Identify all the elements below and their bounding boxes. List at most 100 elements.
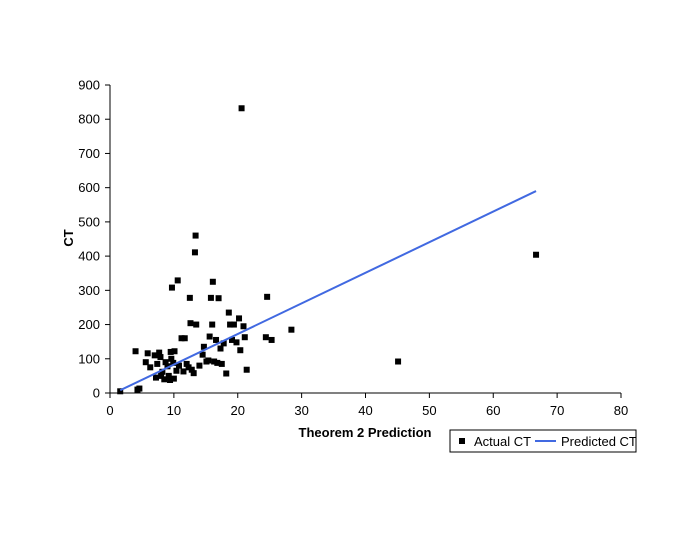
data-point	[168, 355, 175, 362]
data-point	[196, 362, 203, 369]
data-point	[117, 388, 124, 395]
data-point	[187, 320, 194, 327]
data-point	[175, 362, 182, 369]
data-point	[180, 368, 187, 375]
data-point	[217, 345, 224, 352]
data-point	[156, 349, 163, 356]
data-point	[233, 339, 240, 346]
data-point	[164, 363, 171, 370]
data-point	[162, 359, 169, 366]
data-point	[262, 334, 269, 341]
data-point	[236, 315, 243, 322]
data-point	[191, 249, 198, 256]
data-point	[225, 309, 232, 316]
y-tick-label: 600	[78, 180, 100, 195]
data-point	[183, 360, 190, 367]
data-point	[207, 294, 214, 301]
data-point	[218, 360, 225, 367]
data-point	[209, 321, 216, 328]
data-point	[167, 348, 174, 355]
data-point	[171, 348, 178, 355]
y-tick-label: 100	[78, 351, 100, 366]
data-point	[178, 335, 185, 342]
x-axis-ticks: 0 10 20 30 40 50 60 70 80	[106, 393, 628, 418]
scatter-points	[117, 105, 540, 395]
data-point	[200, 343, 207, 350]
y-tick-label: 900	[78, 78, 100, 93]
data-point	[237, 347, 244, 354]
data-point	[142, 359, 149, 366]
y-axis-title: CT	[61, 229, 76, 246]
data-point	[211, 358, 218, 365]
data-point	[174, 277, 181, 284]
data-point	[264, 293, 271, 300]
data-point	[185, 364, 192, 371]
data-point	[168, 284, 175, 291]
x-tick-label: 40	[358, 403, 372, 418]
data-point	[154, 360, 161, 367]
data-point	[173, 367, 180, 374]
x-tick-label: 10	[167, 403, 181, 418]
y-axis-ticks: 0 100 200 300 400 500 600 700 800 900	[78, 78, 110, 401]
x-tick-label: 60	[486, 403, 500, 418]
data-point	[223, 370, 230, 377]
x-tick-label: 0	[106, 403, 113, 418]
x-tick-label: 30	[294, 403, 308, 418]
data-point	[209, 278, 216, 285]
y-tick-label: 800	[78, 112, 100, 127]
data-point	[241, 334, 248, 341]
data-point	[243, 366, 250, 373]
data-point	[144, 350, 151, 357]
y-tick-label: 300	[78, 283, 100, 298]
legend-marker-actual	[459, 438, 465, 444]
x-tick-label: 70	[550, 403, 564, 418]
data-point	[192, 232, 199, 239]
data-point	[132, 348, 139, 355]
data-point	[170, 359, 177, 366]
data-point	[152, 374, 159, 381]
legend: Actual CT Predicted CT	[449, 429, 637, 453]
data-point	[214, 359, 221, 366]
y-tick-label: 400	[78, 249, 100, 264]
data-point	[158, 372, 165, 379]
data-point	[268, 336, 275, 343]
x-tick-label: 50	[422, 403, 436, 418]
y-tick-label: 0	[93, 386, 100, 401]
data-point	[288, 326, 295, 333]
data-point	[181, 335, 188, 342]
y-tick-label: 700	[78, 146, 100, 161]
data-point	[157, 354, 164, 361]
data-point	[188, 366, 195, 373]
data-point	[238, 105, 245, 112]
data-point	[136, 385, 143, 392]
data-point	[165, 372, 172, 379]
y-tick-label: 500	[78, 214, 100, 229]
data-point	[151, 352, 158, 359]
predicted-ct-line	[119, 190, 537, 392]
data-point	[205, 357, 212, 364]
data-point	[167, 376, 174, 383]
data-point	[213, 336, 220, 343]
x-tick-label: 20	[231, 403, 245, 418]
data-point	[240, 323, 247, 330]
data-point	[533, 251, 540, 258]
data-point	[229, 336, 236, 343]
data-point	[147, 364, 154, 371]
data-point	[215, 295, 222, 302]
data-point	[170, 375, 177, 382]
y-tick-label: 200	[78, 317, 100, 332]
legend-label-actual: Actual CT	[474, 434, 531, 449]
data-point	[193, 321, 200, 328]
x-axis-title: Theorem 2 Prediction	[299, 425, 432, 440]
data-point	[199, 351, 206, 358]
data-point	[227, 321, 234, 328]
data-point	[190, 370, 197, 377]
data-point	[395, 358, 402, 365]
x-tick-label: 80	[614, 403, 628, 418]
data-point	[230, 321, 237, 328]
data-point	[220, 340, 227, 347]
data-point	[206, 333, 213, 340]
legend-label-predicted: Predicted CT	[561, 434, 637, 449]
data-point	[159, 368, 166, 375]
